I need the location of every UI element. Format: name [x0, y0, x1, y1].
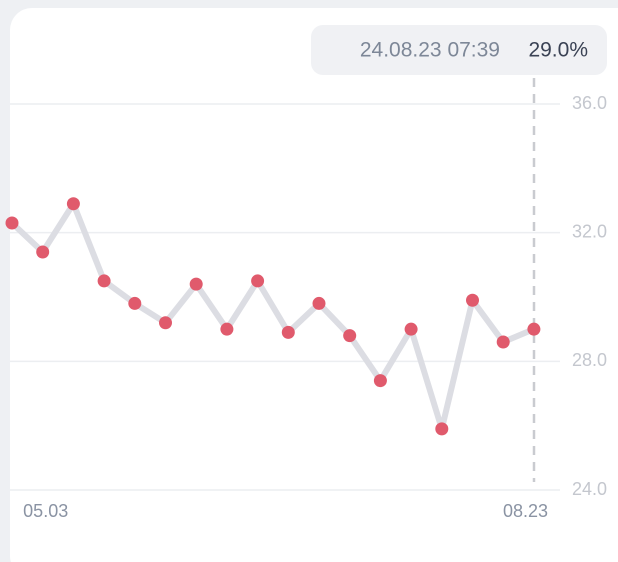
- x-tick-label: 05.03: [23, 501, 68, 521]
- tooltip-value: 29.0%: [528, 39, 588, 62]
- point: [373, 374, 387, 388]
- plot: [5, 197, 541, 436]
- point: [36, 245, 50, 259]
- point: [435, 422, 449, 436]
- point: [189, 277, 203, 291]
- grid: 24.0 28.0 32.0 36.0 05.03 08.23: [10, 93, 607, 521]
- y-tick-label: 28.0: [572, 350, 607, 370]
- point: [527, 322, 541, 336]
- tooltip: [311, 25, 607, 75]
- point: [97, 274, 111, 288]
- point: [312, 296, 326, 310]
- tooltip-label: 24.08.23 07:39: [360, 39, 500, 62]
- point: [66, 197, 80, 211]
- point: [466, 293, 479, 307]
- y-tick-label: 32.0: [572, 221, 607, 241]
- point: [496, 335, 510, 349]
- point: [159, 316, 172, 330]
- line: [9, 200, 537, 432]
- point: [343, 329, 357, 343]
- card: [10, 8, 618, 562]
- x-tick-label: 08.23: [503, 501, 548, 521]
- point: [5, 216, 19, 230]
- y-tick-label: 36.0: [572, 93, 607, 113]
- point: [128, 296, 142, 310]
- point: [281, 325, 295, 339]
- point: [404, 322, 418, 336]
- point: [220, 322, 234, 336]
- point: [251, 274, 265, 288]
- y-tick-label: 24.0: [572, 479, 607, 499]
